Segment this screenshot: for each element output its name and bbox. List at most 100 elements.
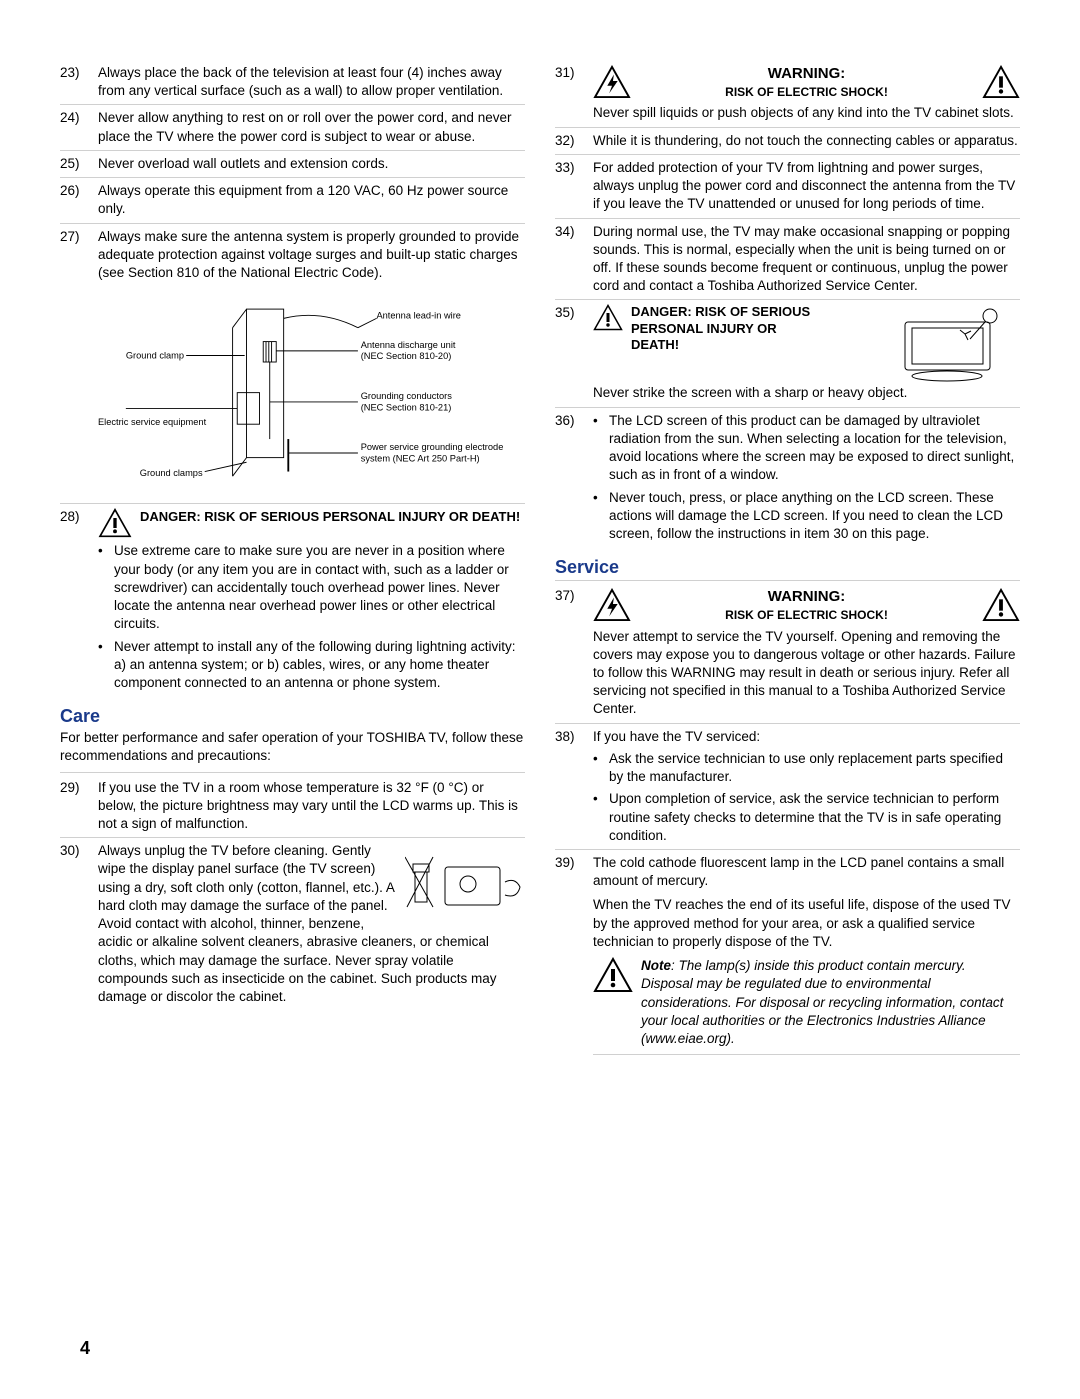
item-body: Always unplug the TV before cleaning. Ge… bbox=[98, 842, 525, 1006]
item-31: 31) WARNING: RISK OF ELECTRIC SHOCK! Nev… bbox=[555, 60, 1020, 127]
diagram-label: Electric service equipment bbox=[98, 417, 207, 427]
item-number: 35) bbox=[555, 304, 583, 402]
item-text: For added protection of your TV from lig… bbox=[593, 159, 1020, 214]
item-text: Never attempt to service the TV yourself… bbox=[593, 628, 1020, 719]
item-number: 26) bbox=[60, 182, 88, 218]
item-text: Never overload wall outlets and extensio… bbox=[98, 155, 525, 173]
diagram-label: Antenna lead-in wire bbox=[376, 311, 460, 321]
bullet-item: Ask the service technician to use only r… bbox=[593, 750, 1020, 786]
item-text: Always operate this equipment from a 120… bbox=[98, 182, 525, 218]
item-35: 35) DANGER: RISK OF SERIOUS PERSONAL INJ… bbox=[555, 299, 1020, 406]
item-body: Always make sure the antenna system is p… bbox=[98, 228, 525, 500]
page-columns: 23) Always place the back of the televis… bbox=[60, 60, 1020, 1059]
diagram-label: system (NEC Art 250 Part-H) bbox=[361, 454, 480, 464]
tv-strike-diagram bbox=[890, 304, 1020, 384]
item-number: 23) bbox=[60, 64, 88, 100]
item-27: 27) Always make sure the antenna system … bbox=[60, 223, 525, 504]
item-number: 39) bbox=[555, 854, 583, 1055]
diagram-label: Ground clamp bbox=[126, 350, 184, 360]
bullet-list: Ask the service technician to use only r… bbox=[593, 750, 1020, 845]
service-heading: Service bbox=[555, 557, 1020, 578]
danger-title: DANGER: RISK OF SERIOUS PERSONAL INJURY … bbox=[140, 508, 520, 526]
item-number: 38) bbox=[555, 728, 583, 845]
danger-title: DANGER: RISK OF SERIOUS PERSONAL INJURY … bbox=[631, 304, 811, 353]
shock-icon bbox=[593, 65, 631, 99]
warning-icon bbox=[593, 957, 633, 993]
item-body: DANGER: RISK OF SERIOUS PERSONAL INJURY … bbox=[593, 304, 1020, 402]
item-number: 33) bbox=[555, 159, 583, 214]
item-text: Never strike the screen with a sharp or … bbox=[593, 384, 1020, 402]
care-heading: Care bbox=[60, 706, 525, 727]
divider bbox=[60, 772, 525, 773]
cleaning-diagram bbox=[405, 842, 525, 932]
item-text: Always place the back of the television … bbox=[98, 64, 525, 100]
item-number: 24) bbox=[60, 109, 88, 145]
item-body: DANGER: RISK OF SERIOUS PERSONAL INJURY … bbox=[98, 508, 525, 692]
item-number: 28) bbox=[60, 508, 88, 692]
diagram-label: Antenna discharge unit bbox=[361, 340, 456, 350]
item-text: The cold cathode fluorescent lamp in the… bbox=[593, 854, 1020, 890]
bullet-item: The LCD screen of this product can be da… bbox=[593, 412, 1020, 485]
item-37: 37) WARNING: RISK OF ELECTRIC SHOCK! Nev… bbox=[555, 583, 1020, 723]
item-24: 24) Never allow anything to rest on or r… bbox=[60, 104, 525, 149]
warning-title: WARNING: RISK OF ELECTRIC SHOCK! bbox=[639, 587, 974, 623]
item-body: WARNING: RISK OF ELECTRIC SHOCK! Never a… bbox=[593, 587, 1020, 719]
item-number: 36) bbox=[555, 412, 583, 544]
care-subtext: For better performance and safer operati… bbox=[60, 729, 525, 765]
warning-icon bbox=[593, 304, 623, 331]
item-number: 25) bbox=[60, 155, 88, 173]
item-36: 36) The LCD screen of this product can b… bbox=[555, 407, 1020, 548]
note-text: Note: The lamp(s) inside this product co… bbox=[641, 957, 1020, 1048]
bullet-item: Upon completion of service, ask the serv… bbox=[593, 790, 1020, 845]
diagram-label: Grounding conductors bbox=[361, 391, 453, 401]
item-text: While it is thundering, do not touch the… bbox=[593, 132, 1020, 150]
item-28: 28) DANGER: RISK OF SERIOUS PERSONAL INJ… bbox=[60, 503, 525, 696]
item-number: 29) bbox=[60, 779, 88, 834]
item-number: 34) bbox=[555, 223, 583, 296]
item-text: When the TV reaches the end of its usefu… bbox=[593, 896, 1020, 951]
item-text: If you use the TV in a room whose temper… bbox=[98, 779, 525, 834]
item-number: 31) bbox=[555, 64, 583, 123]
bullet-item: Use extreme care to make sure you are ne… bbox=[98, 542, 525, 633]
item-39: 39) The cold cathode fluorescent lamp in… bbox=[555, 849, 1020, 1059]
diagram-label: Power service grounding electrode bbox=[361, 442, 504, 452]
item-number: 30) bbox=[60, 842, 88, 1006]
item-body: If you have the TV serviced: Ask the ser… bbox=[593, 728, 1020, 845]
item-23: 23) Always place the back of the televis… bbox=[60, 60, 525, 104]
item-26: 26) Always operate this equipment from a… bbox=[60, 177, 525, 222]
item-30: 30) Always unplug the TV before cleaning… bbox=[60, 837, 525, 1010]
bullet-list: The LCD screen of this product can be da… bbox=[593, 412, 1020, 544]
warning-icon bbox=[982, 588, 1020, 622]
item-32: 32) While it is thundering, do not touch… bbox=[555, 127, 1020, 154]
item-38: 38) If you have the TV serviced: Ask the… bbox=[555, 723, 1020, 849]
item-body: WARNING: RISK OF ELECTRIC SHOCK! Never s… bbox=[593, 64, 1020, 123]
item-body: The cold cathode fluorescent lamp in the… bbox=[593, 854, 1020, 1055]
grounding-diagram: Antenna lead-in wire Antenna discharge u… bbox=[98, 288, 525, 488]
diagram-label: (NEC Section 810-21) bbox=[361, 402, 452, 412]
right-column: 31) WARNING: RISK OF ELECTRIC SHOCK! Nev… bbox=[555, 60, 1020, 1059]
item-text: During normal use, the TV may make occas… bbox=[593, 223, 1020, 296]
item-number: 37) bbox=[555, 587, 583, 719]
item-text: Never spill liquids or push objects of a… bbox=[593, 104, 1020, 122]
item-number: 32) bbox=[555, 132, 583, 150]
divider bbox=[555, 580, 1020, 581]
item-body: The LCD screen of this product can be da… bbox=[593, 412, 1020, 544]
item-34: 34) During normal use, the TV may make o… bbox=[555, 218, 1020, 300]
item-lead: If you have the TV serviced: bbox=[593, 728, 1020, 746]
bullet-list: Use extreme care to make sure you are ne… bbox=[98, 542, 525, 692]
warning-title: WARNING: RISK OF ELECTRIC SHOCK! bbox=[639, 64, 974, 100]
warning-icon bbox=[982, 65, 1020, 99]
item-text: Never allow anything to rest on or roll … bbox=[98, 109, 525, 145]
page-number: 4 bbox=[80, 1338, 90, 1359]
left-column: 23) Always place the back of the televis… bbox=[60, 60, 525, 1059]
item-25: 25) Never overload wall outlets and exte… bbox=[60, 150, 525, 177]
bullet-item: Never touch, press, or place anything on… bbox=[593, 489, 1020, 544]
item-number: 27) bbox=[60, 228, 88, 500]
item-29: 29) If you use the TV in a room whose te… bbox=[60, 775, 525, 838]
item-text: Always make sure the antenna system is p… bbox=[98, 228, 525, 283]
warning-icon bbox=[98, 508, 132, 538]
note-block: Note: The lamp(s) inside this product co… bbox=[593, 957, 1020, 1055]
diagram-label: (NEC Section 810-20) bbox=[361, 351, 452, 361]
diagram-label: Ground clamps bbox=[140, 468, 203, 478]
bullet-item: Never attempt to install any of the foll… bbox=[98, 638, 525, 693]
